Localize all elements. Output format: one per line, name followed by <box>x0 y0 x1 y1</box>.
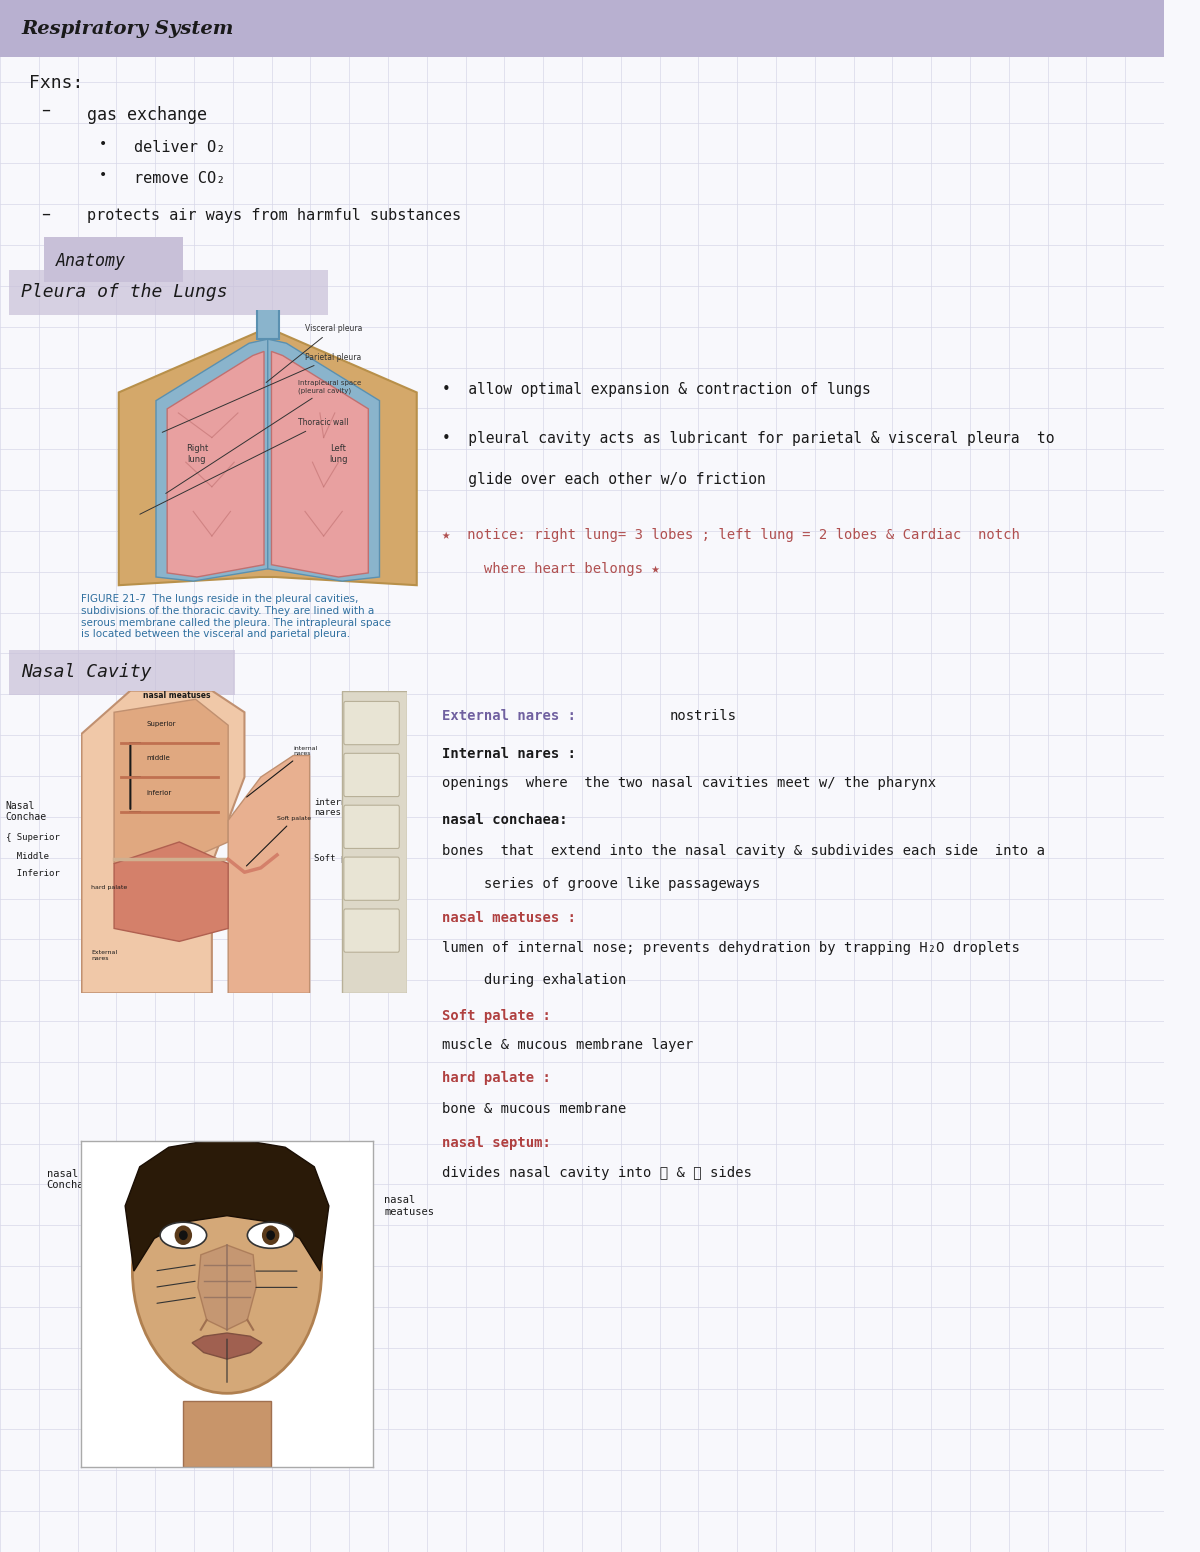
FancyBboxPatch shape <box>44 237 182 282</box>
Text: Respiratory System: Respiratory System <box>20 20 233 37</box>
FancyBboxPatch shape <box>10 650 235 695</box>
Text: remove CO₂: remove CO₂ <box>134 171 226 186</box>
Text: nostrils: nostrils <box>670 709 737 723</box>
Text: –: – <box>41 205 49 223</box>
Text: nasal septum:: nasal septum: <box>443 1136 551 1150</box>
Text: •  pleural cavity acts as lubricant for parietal & visceral pleura  to: • pleural cavity acts as lubricant for p… <box>443 431 1055 447</box>
Text: •  allow optimal expansion & contraction of lungs: • allow optimal expansion & contraction … <box>443 382 871 397</box>
Text: hard palate: hard palate <box>104 906 164 916</box>
Text: nasal
septum: nasal septum <box>192 1439 229 1460</box>
Text: glide over each other w/o friction: glide over each other w/o friction <box>443 472 766 487</box>
Text: lumen of internal nose; prevents dehydration by trapping H₂O droplets: lumen of internal nose; prevents dehydra… <box>443 941 1020 954</box>
Text: nasal
Conchae: nasal Conchae <box>47 1169 90 1190</box>
Text: openings  where  the two nasal cavities meet w/ the pharynx: openings where the two nasal cavities me… <box>443 776 936 790</box>
Text: External nares :: External nares : <box>443 709 576 723</box>
Text: internal
nares: internal nares <box>314 798 358 816</box>
Text: Fxns:: Fxns: <box>29 74 84 93</box>
Text: Pleura of the Lungs: Pleura of the Lungs <box>20 282 228 301</box>
Text: hard palate :: hard palate : <box>443 1071 551 1085</box>
Text: FIGURE 21-7  The lungs reside in the pleural cavities,
subdivisions of the thora: FIGURE 21-7 The lungs reside in the pleu… <box>82 594 391 639</box>
Text: divides nasal cavity into Ⓕ & Ⓐ sides: divides nasal cavity into Ⓕ & Ⓐ sides <box>443 1166 752 1180</box>
Text: Soft palate: Soft palate <box>314 854 373 863</box>
Text: series of groove like passageways: series of groove like passageways <box>443 877 761 891</box>
Text: Anatomy: Anatomy <box>56 251 126 270</box>
Text: deliver O₂: deliver O₂ <box>134 140 226 155</box>
Text: Nasal Cavity: Nasal Cavity <box>20 663 151 681</box>
Text: Nasal
Conchae: Nasal Conchae <box>6 801 47 823</box>
Text: during exhalation: during exhalation <box>443 973 626 987</box>
Text: where heart belongs ★: where heart belongs ★ <box>443 562 660 576</box>
FancyBboxPatch shape <box>10 270 329 315</box>
Text: •: • <box>98 137 107 151</box>
Text: { Superior: { Superior <box>6 833 60 843</box>
Text: ★  notice: right lung= 3 lobes ; left lung = 2 lobes & Cardiac  notch: ★ notice: right lung= 3 lobes ; left lun… <box>443 528 1020 542</box>
Text: External
nares: External nares <box>104 882 148 900</box>
Text: gas exchange: gas exchange <box>88 106 208 124</box>
Text: Inferior: Inferior <box>6 869 60 878</box>
Text: protects air ways from harmful substances: protects air ways from harmful substance… <box>88 208 462 223</box>
Text: Internal nares :: Internal nares : <box>443 747 576 760</box>
Text: nasal
meatuses: nasal meatuses <box>384 1195 434 1217</box>
FancyBboxPatch shape <box>0 0 1164 57</box>
Text: muscle & mucous membrane layer: muscle & mucous membrane layer <box>443 1038 694 1052</box>
Text: Middle: Middle <box>6 852 49 861</box>
Text: –: – <box>41 101 49 120</box>
Text: nasal meatuses :: nasal meatuses : <box>443 911 576 925</box>
Text: bones  that  extend into the nasal cavity & subdivides each side  into a: bones that extend into the nasal cavity … <box>443 844 1045 858</box>
Text: bone & mucous membrane: bone & mucous membrane <box>443 1102 626 1116</box>
Text: Soft palate :: Soft palate : <box>443 1009 551 1023</box>
Text: •: • <box>98 168 107 182</box>
Text: nasal conchaea:: nasal conchaea: <box>443 813 568 827</box>
